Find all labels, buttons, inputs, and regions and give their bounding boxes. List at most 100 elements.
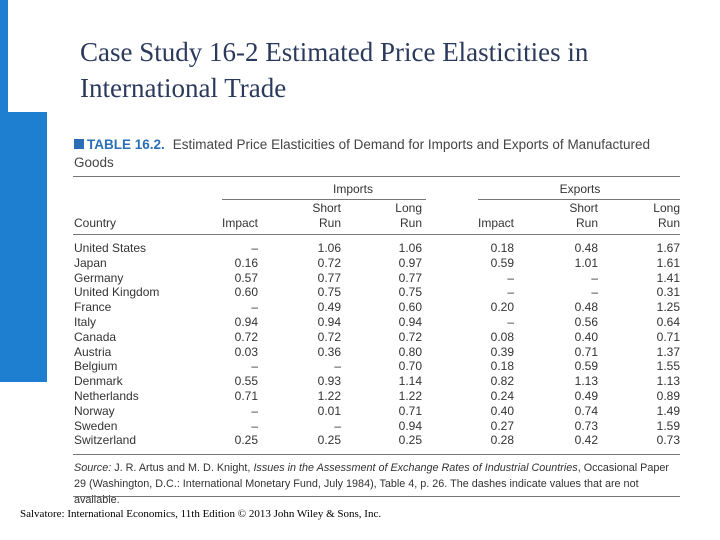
imports-short-header-bottom: Run <box>318 216 341 230</box>
exp-short-cell: 1.13 <box>574 374 598 389</box>
imp-short-cell: 1.06 <box>317 241 341 255</box>
exports-group-header: Exports <box>559 182 601 196</box>
country-cell: Sweden <box>74 418 118 433</box>
country-cell: Denmark <box>74 374 123 389</box>
imp-long-cell: 0.71 <box>398 403 422 418</box>
imp-long-cell: 0.80 <box>398 344 422 359</box>
imp-short-cell: 0.01 <box>317 403 341 418</box>
exp-impact-cell: 0.18 <box>490 359 514 374</box>
imp-impact-cell: 0.71 <box>234 388 258 403</box>
exp-impact-cell: 0.08 <box>490 329 514 344</box>
imp-impact-cell: – <box>251 241 258 255</box>
imp-short-cell: 0.72 <box>317 329 341 344</box>
exp-long-cell: 1.25 <box>656 300 680 315</box>
exports-long-header-bottom: Run <box>657 216 680 230</box>
exp-impact-cell: 0.40 <box>490 403 514 418</box>
country-cell: Austria <box>74 344 112 359</box>
imp-short-cell: 0.77 <box>317 270 341 285</box>
exp-short-cell: 0.48 <box>574 300 598 315</box>
table-heading: TABLE 16.2. Estimated Price Elasticities … <box>74 136 678 172</box>
imp-long-cell: 0.94 <box>398 418 422 433</box>
table-row: Sweden – – 0.94 0.27 0.73 1.59 <box>70 419 682 434</box>
exp-short-cell: 0.49 <box>574 388 598 403</box>
exp-long-cell: 1.41 <box>656 270 680 285</box>
exp-long-cell: 0.73 <box>656 433 680 448</box>
table-square-icon <box>74 139 84 149</box>
country-cell: United Kingdom <box>74 285 160 300</box>
imp-short-cell: – <box>334 418 341 433</box>
imp-short-cell: 1.22 <box>317 388 341 403</box>
source-rule <box>73 496 680 497</box>
imp-long-cell: 1.22 <box>398 388 422 403</box>
exports-short-header-bottom: Run <box>575 216 598 230</box>
table-row: United Kingdom 0.60 0.75 0.75 – – 0.31 <box>70 285 682 300</box>
imp-long-cell: 0.97 <box>398 255 422 270</box>
imp-short-cell: 0.94 <box>317 314 341 329</box>
table-row: Switzerland 0.25 0.25 0.25 0.28 0.42 0.73 <box>70 433 682 448</box>
country-cell: Belgium <box>74 359 118 374</box>
table-row: Norway – 0.01 0.71 0.40 0.74 1.49 <box>70 404 682 419</box>
imp-impact-cell: 0.25 <box>234 433 258 448</box>
exp-short-cell: 0.71 <box>574 344 598 359</box>
imports-long-header-top: Long <box>395 201 422 215</box>
exp-impact-cell: 0.28 <box>490 433 514 448</box>
exp-long-cell: 1.59 <box>656 418 680 433</box>
table-row: Canada 0.72 0.72 0.72 0.08 0.40 0.71 <box>70 330 682 345</box>
exp-impact-cell: 0.20 <box>490 300 514 315</box>
imports-short-header-top: Short <box>312 201 341 215</box>
imp-impact-cell: 0.16 <box>234 255 258 270</box>
imp-long-cell: 0.75 <box>398 285 422 300</box>
table-caption: Estimated Price Elasticities of Demand f… <box>74 137 650 170</box>
imp-short-cell: 0.93 <box>317 374 341 389</box>
table-row: Japan 0.16 0.72 0.97 0.59 1.01 1.61 <box>70 256 682 271</box>
exp-long-cell: 0.31 <box>656 285 680 300</box>
exp-short-cell: 0.59 <box>574 359 598 374</box>
exp-short-cell: 0.74 <box>574 403 598 418</box>
country-cell: Italy <box>74 314 97 329</box>
exp-long-cell: 1.55 <box>656 359 680 374</box>
exp-short-cell: 1.01 <box>574 255 598 270</box>
title-accent-bar <box>0 0 8 112</box>
country-cell: United States <box>74 241 147 255</box>
imports-group-rule <box>222 199 426 200</box>
table-row: Netherlands 0.71 1.22 1.22 0.24 0.49 0.89 <box>70 389 682 404</box>
exp-short-cell: – <box>591 285 598 300</box>
table-row: Germany 0.57 0.77 0.77 – – 1.41 <box>70 271 682 286</box>
exp-long-cell: 1.49 <box>656 403 680 418</box>
imp-impact-cell: – <box>251 418 258 433</box>
exp-long-cell: 1.61 <box>656 255 680 270</box>
exp-impact-cell: 0.18 <box>490 241 514 255</box>
exp-short-cell: 0.48 <box>574 241 598 255</box>
exp-short-cell: 0.56 <box>574 314 598 329</box>
exp-short-cell: 0.42 <box>574 433 598 448</box>
imp-impact-cell: 0.72 <box>234 329 258 344</box>
imports-group-header: Imports <box>332 182 373 196</box>
bottom-rule <box>73 454 680 455</box>
imp-impact-cell: 0.57 <box>234 270 258 285</box>
country-cell: Japan <box>74 255 107 270</box>
table-row: Italy 0.94 0.94 0.94 – 0.56 0.64 <box>70 315 682 330</box>
exp-long-cell: 1.37 <box>656 344 680 359</box>
source-details: , Occasional Paper 29 (Washington, D.C.:… <box>74 462 669 506</box>
exp-impact-cell: – <box>507 285 514 300</box>
source-prefix: Source: <box>74 462 112 474</box>
imp-long-cell: 0.60 <box>398 300 422 315</box>
imp-long-cell: 1.06 <box>398 241 422 255</box>
imp-short-cell: 0.75 <box>317 285 341 300</box>
imp-short-cell: 0.72 <box>317 255 341 270</box>
slide-title: Case Study 16-2 Estimated Price Elastici… <box>80 37 589 103</box>
table-row: Austria 0.03 0.36 0.80 0.39 0.71 1.37 <box>70 345 682 360</box>
exp-short-cell: – <box>591 270 598 285</box>
imp-short-cell: 0.36 <box>317 344 341 359</box>
exp-impact-cell: 0.24 <box>490 388 514 403</box>
table-row: United States – 1.06 1.06 0.18 0.48 1.67 <box>70 241 682 256</box>
title-area: Case Study 16-2 Estimated Price Elastici… <box>0 0 720 112</box>
imp-impact-cell: 0.03 <box>234 344 258 359</box>
table-label: TABLE 16.2. <box>87 137 165 152</box>
imp-impact-cell: – <box>251 359 258 374</box>
exp-impact-cell: 0.59 <box>490 255 514 270</box>
slide-footer: Salvatore: International Economics, 11th… <box>20 508 382 520</box>
imp-impact-cell: 0.55 <box>234 374 258 389</box>
exports-long-header-top: Long <box>653 201 680 215</box>
exp-impact-cell: 0.27 <box>490 418 514 433</box>
